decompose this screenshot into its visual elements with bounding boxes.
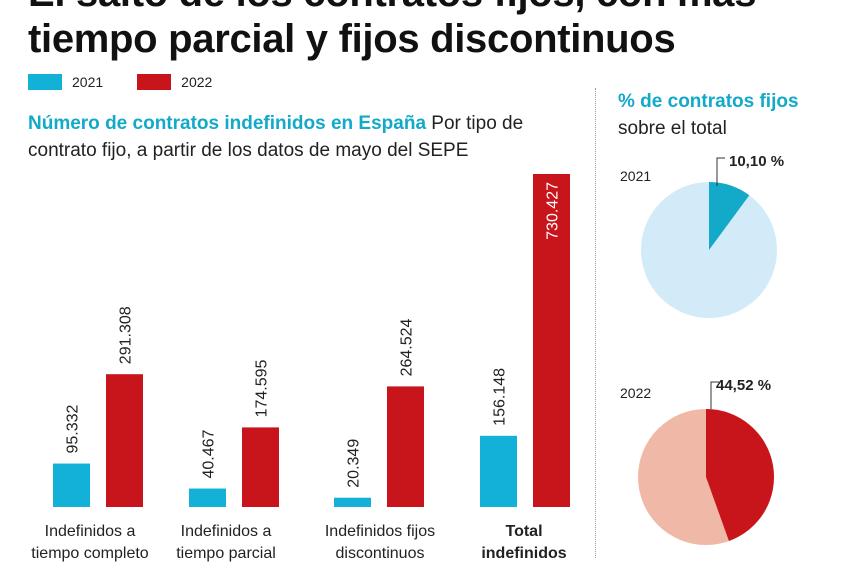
pie-chart-title: % de contratos fijos	[618, 91, 799, 112]
legend-label-2021: 2021	[72, 74, 104, 90]
bar-2022-3	[387, 386, 424, 507]
category-label-4: Total indefinidos	[454, 521, 594, 565]
bar-value-label-2022-2: 174.595	[254, 359, 271, 417]
title-line-1: El salto de los contratos fijos, con más	[28, 0, 828, 16]
bar-2022-2	[242, 427, 279, 507]
pie-2022-slice	[706, 409, 774, 542]
category-label-1: Indefinidos a tiempo completo	[20, 521, 160, 565]
category-label-line: discontinuos	[335, 545, 425, 562]
bar-value-label-2022-3: 264.524	[399, 318, 416, 376]
bar-chart-heading: Número de contratos indefinidos en Españ…	[28, 110, 568, 164]
category-label-line: Indefinidos a	[44, 523, 136, 540]
legend-item-2022: 2022	[137, 74, 212, 90]
pie-chart-title-suffix: sobre el total	[618, 118, 727, 139]
pie-2021-leader-line	[716, 157, 725, 186]
bar-chart-subtitle: Por tipo de contrato fijo, a partir de l…	[28, 113, 524, 161]
bar-value-label-2021-3: 20.349	[346, 439, 363, 488]
legend-item-2021: 2021	[28, 74, 103, 90]
category-label-line: Indefinidos fijos	[324, 523, 436, 540]
category-label-3: Indefinidos fijos discontinuos	[310, 521, 450, 565]
bar-2021-3	[334, 497, 371, 507]
bar-value-label-2021-4: 156.148	[492, 368, 509, 426]
title-line-2: tiempo parcial y fijos discontinuos	[28, 17, 676, 61]
bar-value-label-2022-4: 730.427	[545, 182, 562, 240]
bar-2021-1	[53, 463, 90, 507]
legend-label-2022: 2022	[181, 74, 213, 90]
bar-value-label-2022-1: 291.308	[118, 306, 135, 364]
category-label-line: tiempo parcial	[176, 545, 276, 562]
panel-divider	[595, 88, 596, 558]
pie-chart-heading: % de contratos fijos sobre el total	[618, 88, 838, 142]
pie-value-label-2022: 44,52 %	[716, 377, 771, 394]
legend: 2021 2022	[28, 74, 212, 90]
pie-year-label-2021: 2021	[620, 168, 651, 184]
bar-value-label-2021-2: 40.467	[201, 430, 218, 479]
bar-2021-2	[189, 488, 226, 507]
bar-2022-1	[106, 374, 143, 507]
bar-value-label-2021-1: 95.332	[65, 404, 82, 453]
legend-swatch-2021	[28, 74, 62, 90]
bar-2021-4	[480, 435, 517, 507]
category-label-line: tiempo completo	[31, 545, 149, 562]
pie-year-label-2022: 2022	[620, 385, 651, 401]
legend-swatch-2022	[137, 74, 172, 90]
category-label-2: Indefinidos a tiempo parcial	[156, 521, 296, 565]
bar-chart-title: Número de contratos indefinidos en Españ…	[28, 113, 427, 134]
pie-value-label-2021: 10,10 %	[729, 153, 784, 170]
pie-2022-leader-line	[710, 381, 719, 409]
page-title: El salto de los contratos fijos, con más…	[28, 0, 828, 62]
category-label-line: indefinidos	[481, 545, 567, 562]
category-label-line: Total	[505, 523, 543, 540]
pie-2021-slice	[709, 182, 750, 250]
bar-2022-4	[533, 174, 570, 507]
category-label-line: Indefinidos a	[180, 523, 272, 540]
